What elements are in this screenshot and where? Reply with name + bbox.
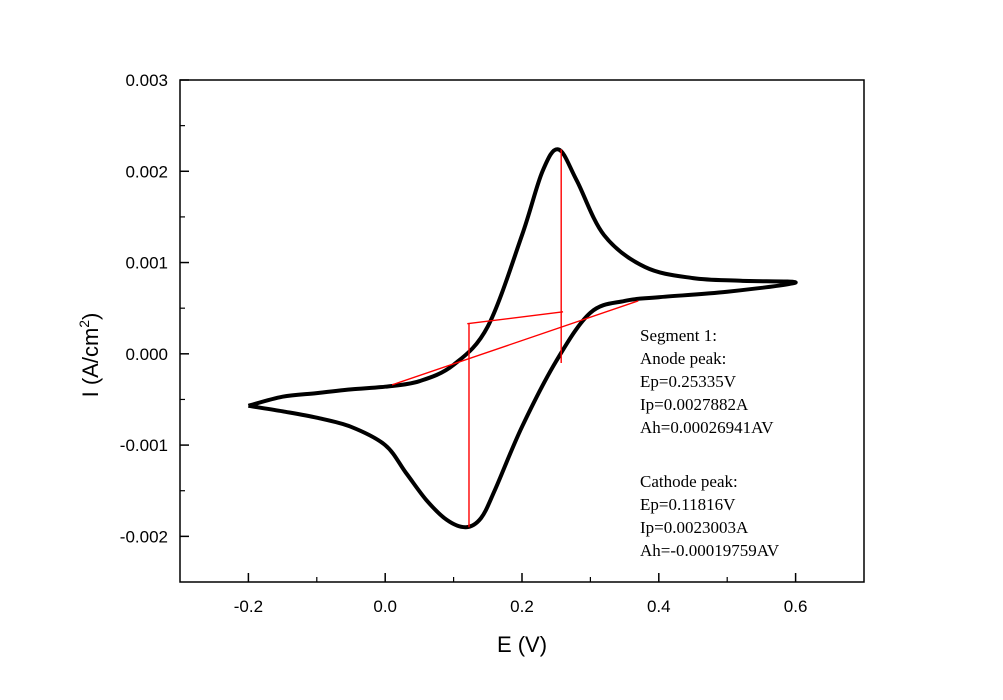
plot-area: [247, 147, 798, 530]
y-tick-label: 0.003: [125, 71, 168, 90]
plot-frame: [179, 79, 865, 583]
peak-annotations: Segment 1: Anode peak: Ep=0.25335V Ip=0.…: [640, 326, 780, 560]
y-axis: -0.002 -0.001 0.000 0.001 0.002 0.003: [120, 71, 189, 546]
y-tick-label: -0.001: [120, 436, 168, 455]
annotation-line: Ep=0.11816V: [640, 495, 736, 514]
anode-baseline: [391, 300, 639, 386]
cv-curve: [247, 147, 798, 530]
y-axis-title-main: I (A/cm: [78, 328, 103, 398]
x-axis: -0.2 0.0 0.2 0.4 0.6: [234, 573, 808, 616]
y-axis-title-sup: 2: [76, 320, 92, 328]
annotation-line: Ep=0.25335V: [640, 372, 737, 391]
x-axis-title: E (V): [497, 632, 547, 657]
cathode-baseline: [467, 311, 564, 325]
y-tick-label: 0.002: [125, 162, 168, 181]
y-tick-label: 0.000: [125, 345, 168, 364]
annotation-line: Cathode peak:: [640, 472, 738, 491]
x-tick-label: 0.4: [647, 597, 671, 616]
annotation-line: Anode peak:: [640, 349, 726, 368]
annotation-line: Ah=0.00026941AV: [640, 418, 774, 437]
annotation-line: Ip=0.0027882A: [640, 395, 749, 414]
x-tick-label: 0.0: [373, 597, 397, 616]
x-tick-label: 0.6: [784, 597, 808, 616]
x-tick-label: 0.2: [510, 597, 534, 616]
y-tick-label: 0.001: [125, 254, 168, 273]
y-axis-title: I (A/cm2): [76, 313, 103, 398]
y-axis-title-close: ): [78, 313, 103, 320]
annotation-line: Segment 1:: [640, 326, 717, 345]
x-tick-label: -0.2: [234, 597, 263, 616]
y-tick-label: -0.002: [120, 527, 168, 546]
annotation-line: Ah=-0.00019759AV: [640, 541, 780, 560]
annotation-line: Ip=0.0023003A: [640, 518, 749, 537]
